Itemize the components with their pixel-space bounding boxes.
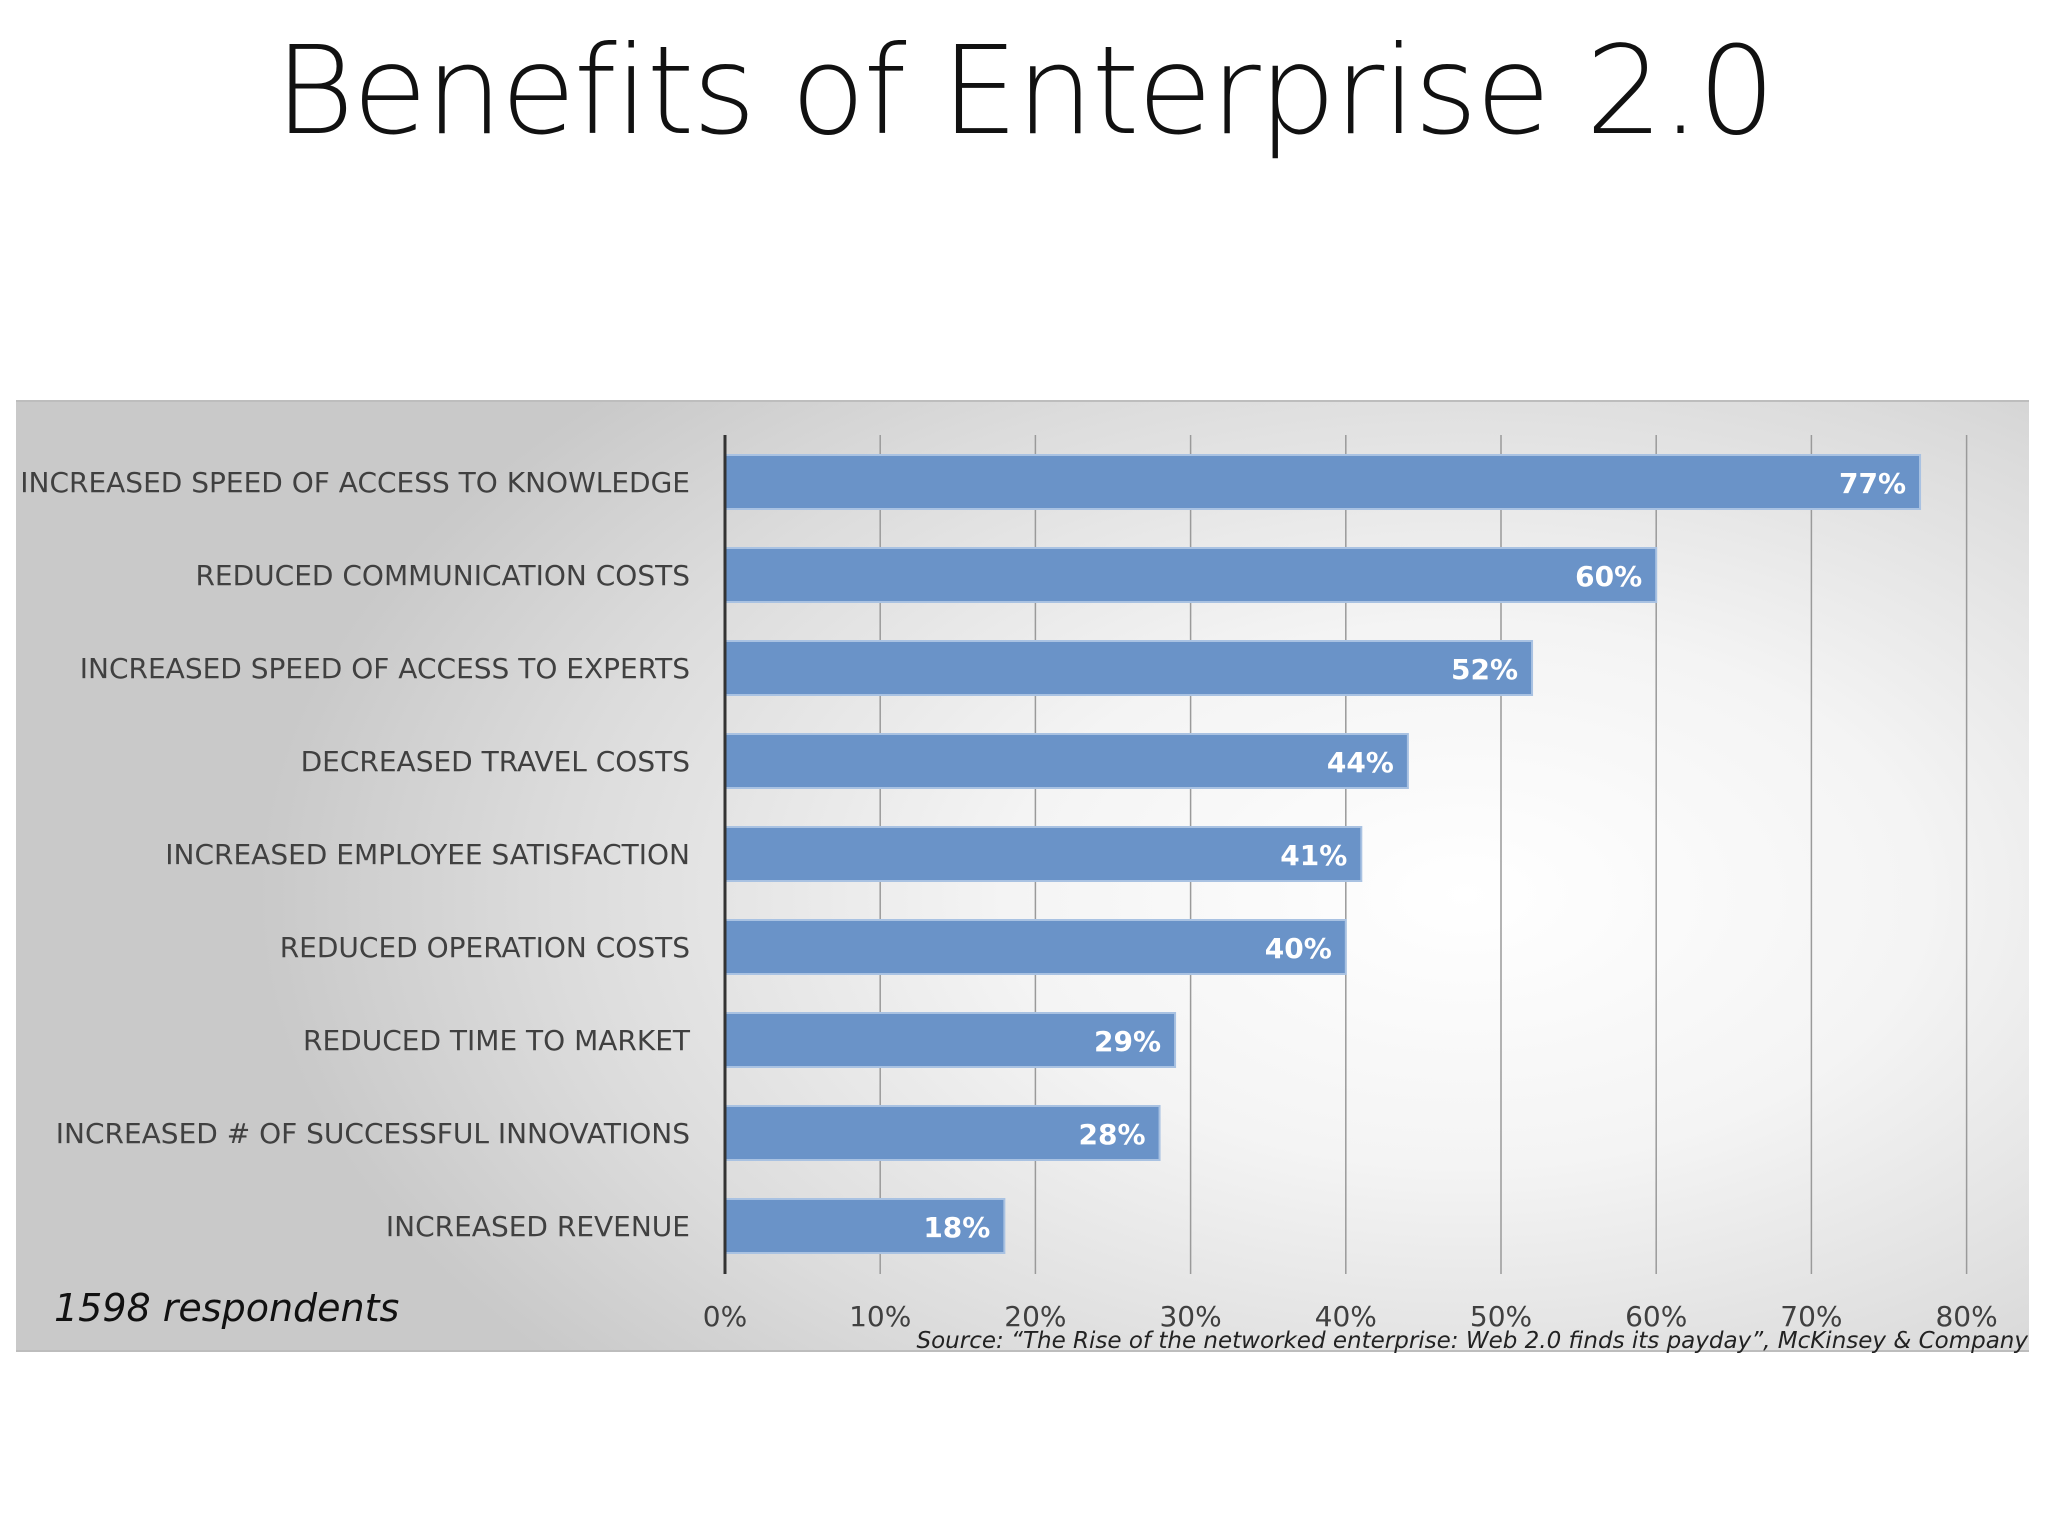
x-tick-label: 30%	[1159, 1300, 1221, 1333]
data-label: 44%	[1327, 746, 1394, 779]
category-label: DECREASED TRAVEL COSTS	[301, 745, 690, 778]
category-label: INCREASED REVENUE	[386, 1210, 690, 1243]
data-label: 29%	[1094, 1025, 1161, 1058]
category-label: REDUCED COMMUNICATION COSTS	[195, 559, 690, 592]
data-label: 40%	[1265, 932, 1332, 965]
category-label: INCREASED SPEED OF ACCESS TO KNOWLEDGE	[20, 466, 690, 499]
x-tick-label: 50%	[1470, 1300, 1532, 1333]
data-label: 52%	[1451, 653, 1518, 686]
data-label: 60%	[1575, 560, 1642, 593]
bars	[724, 454, 1922, 1254]
bar	[724, 454, 1922, 510]
bar	[724, 640, 1534, 696]
bar	[724, 1105, 1161, 1161]
bar	[724, 1012, 1177, 1068]
bar-chart: 0% 10% 20% 30% 40% 50% 60% 70% 80% INCREASED SPEE…	[20, 435, 1998, 1333]
x-tick-label: 20%	[1004, 1300, 1066, 1333]
data-label: 41%	[1280, 839, 1347, 872]
chart-panel: 0% 10% 20% 30% 40% 50% 60% 70% 80% INCREASED SPEE…	[16, 400, 2029, 1352]
data-label: 77%	[1839, 467, 1906, 500]
category-label: INCREASED SPEED OF ACCESS TO EXPERTS	[80, 652, 690, 685]
category-label: INCREASED # OF SUCCESSFUL INNOVATIONS	[56, 1117, 690, 1150]
bar	[724, 1198, 1006, 1254]
x-tick-label: 10%	[849, 1300, 911, 1333]
x-tick-label: 40%	[1315, 1300, 1377, 1333]
slide-title: Benefits of Enterprise 2.0	[274, 20, 1775, 162]
bar	[724, 826, 1363, 882]
data-label: 28%	[1079, 1118, 1146, 1151]
bar	[724, 919, 1347, 975]
bar	[724, 547, 1658, 603]
source-citation: Source: “The Rise of the networked enter…	[916, 1328, 2028, 1354]
bar	[724, 733, 1409, 789]
data-label: 18%	[923, 1211, 990, 1244]
category-label: REDUCED TIME TO MARKET	[303, 1024, 691, 1057]
x-tick-label: 80%	[1935, 1300, 1997, 1333]
category-label: REDUCED OPERATION COSTS	[280, 931, 690, 964]
x-tick-label: 70%	[1780, 1300, 1842, 1333]
respondents-note: 1598 respondents	[54, 1286, 400, 1330]
x-tick-label: 60%	[1625, 1300, 1687, 1333]
category-label: INCREASED EMPLOYEE SATISFACTION	[165, 838, 690, 871]
x-tick-label: 0%	[703, 1300, 747, 1333]
labels: 0% 10% 20% 30% 40% 50% 60% 70% 80% INCREASED SPEE…	[20, 466, 1997, 1333]
